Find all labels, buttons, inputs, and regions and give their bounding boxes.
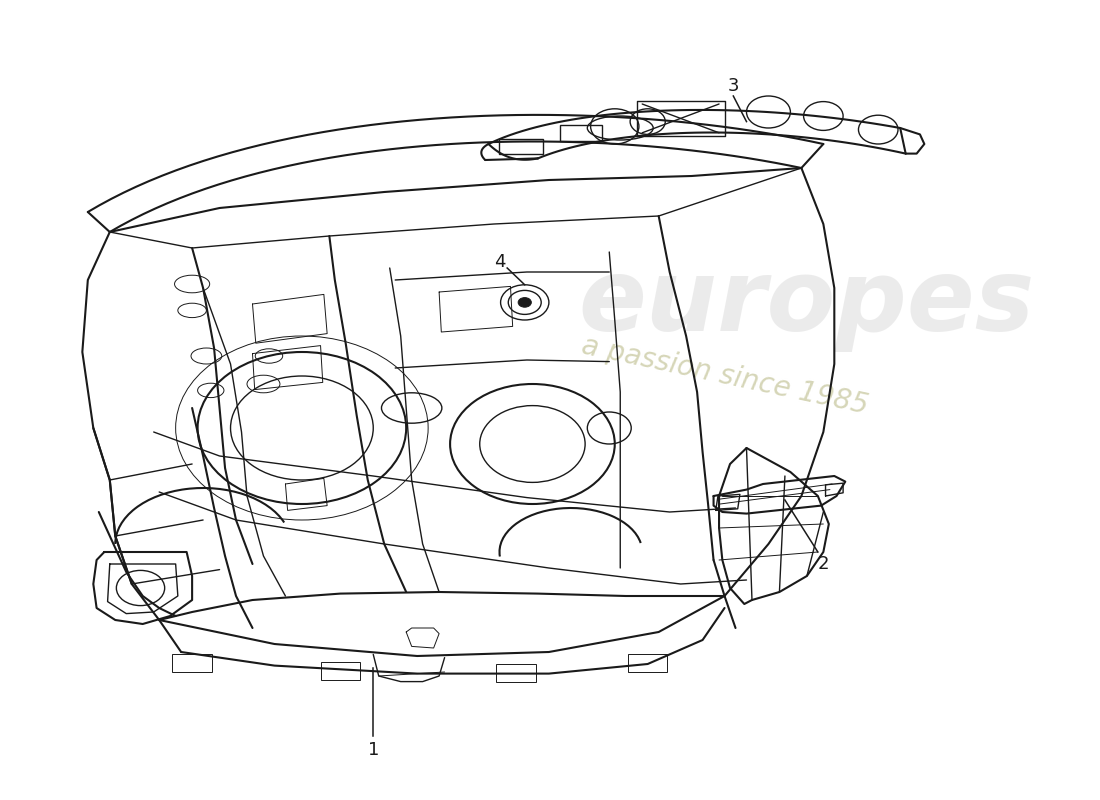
Bar	[628, 654, 668, 672]
Bar	[173, 654, 212, 672]
Text: 2: 2	[817, 555, 829, 573]
Bar	[496, 664, 536, 682]
Bar	[499, 139, 543, 154]
Text: a passion since 1985: a passion since 1985	[579, 332, 870, 420]
Bar	[320, 662, 360, 680]
Circle shape	[518, 298, 531, 307]
Text: 1: 1	[367, 742, 378, 759]
Bar	[560, 125, 602, 141]
Text: 4: 4	[494, 254, 505, 271]
Text: europes: europes	[579, 255, 1035, 353]
Text: 3: 3	[727, 77, 739, 94]
